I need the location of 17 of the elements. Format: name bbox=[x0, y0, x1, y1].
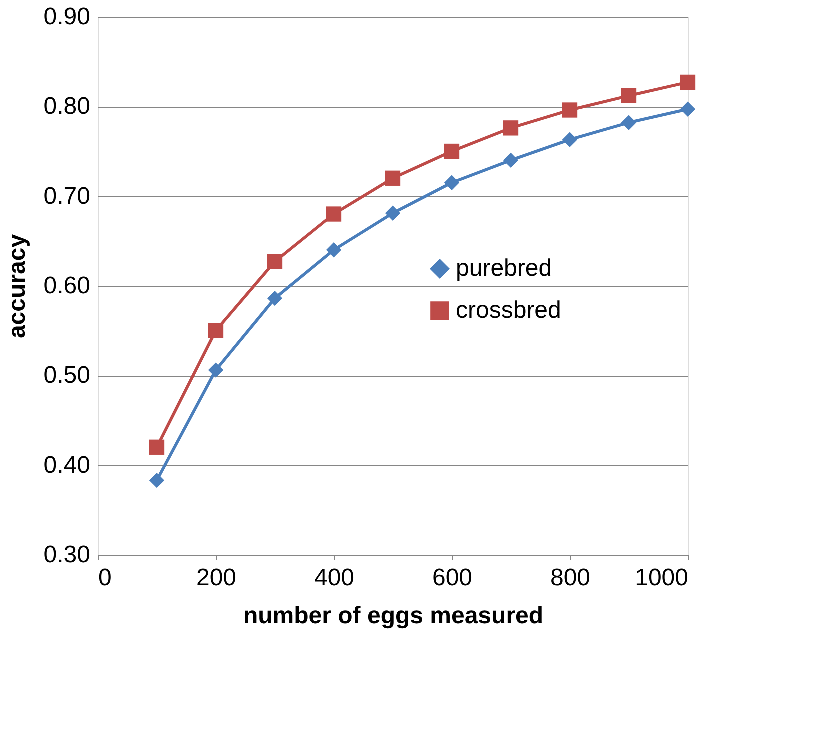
x-tick-label: 800 bbox=[550, 564, 591, 592]
x-tick-label: 600 bbox=[432, 564, 473, 592]
y-tick-label: 0.30 bbox=[44, 542, 90, 568]
y-tick-label: 0.70 bbox=[44, 182, 90, 210]
y-tick-label: 0.50 bbox=[44, 362, 90, 390]
x-tick-label: 1000 bbox=[635, 564, 688, 592]
legend-label: purebred bbox=[456, 255, 552, 282]
x-tick-label: 0 bbox=[98, 564, 112, 592]
legend-label: crossbred bbox=[456, 297, 562, 324]
x-axis-title: number of eggs measured bbox=[243, 602, 544, 630]
y-axis-title: accuracy bbox=[4, 234, 31, 339]
y-tick-label: 0.80 bbox=[44, 93, 90, 120]
y-tick-label: 0.90 bbox=[44, 4, 90, 30]
x-tick-label: 400 bbox=[314, 564, 355, 592]
y-tick-label: 0.40 bbox=[44, 452, 90, 479]
x-tick-label: 200 bbox=[196, 564, 237, 592]
y-tick-label: 0.60 bbox=[44, 272, 90, 300]
